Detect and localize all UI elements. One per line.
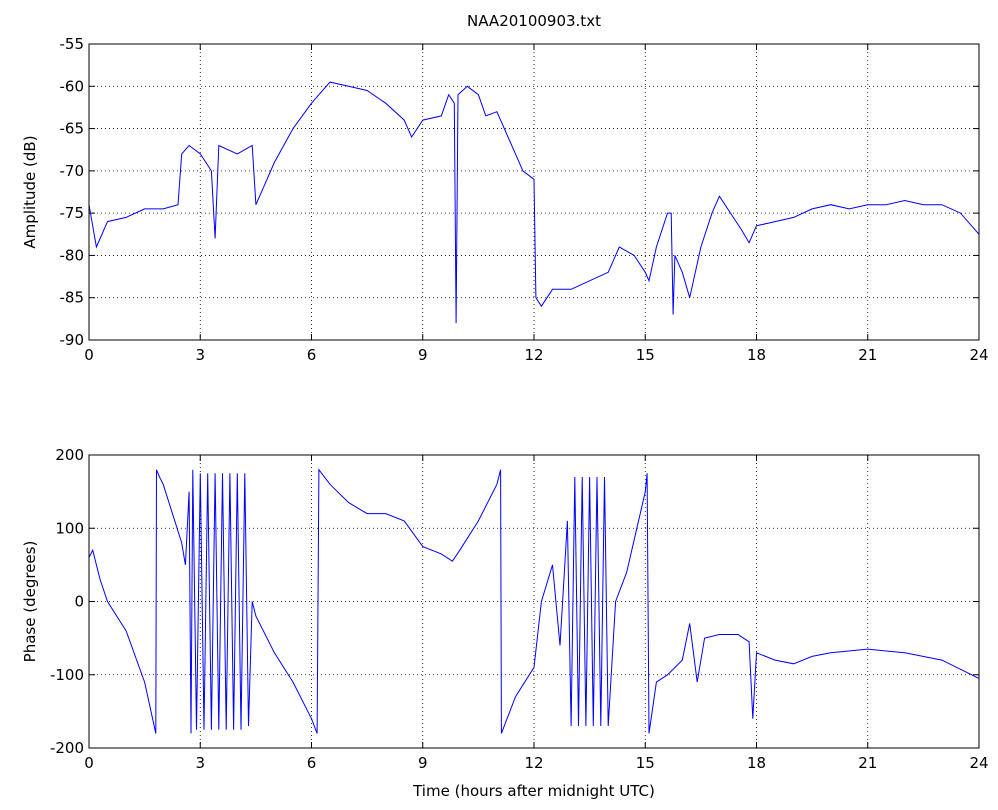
y-tick-label: -55 — [60, 35, 85, 53]
x-tick-label: 24 — [969, 754, 988, 772]
x-tick-label: 3 — [195, 754, 205, 772]
x-tick-label: 3 — [195, 346, 205, 364]
y-axis-label: Amplitude (dB) — [21, 135, 39, 248]
y-tick-label: -65 — [60, 120, 85, 138]
y-tick-label: -85 — [60, 289, 85, 307]
x-tick-label: 24 — [969, 346, 988, 364]
x-tick-label: 6 — [307, 754, 317, 772]
x-tick-label: 18 — [747, 346, 766, 364]
y-tick-label: -100 — [50, 666, 84, 684]
y-tick-label: 200 — [55, 446, 84, 464]
y-tick-label: -60 — [60, 77, 85, 95]
y-tick-label: -80 — [60, 246, 85, 264]
y-tick-label: -75 — [60, 204, 85, 222]
y-tick-label: 0 — [74, 593, 84, 611]
chart-title: NAA20100903.txt — [467, 12, 601, 30]
x-tick-label: 15 — [636, 754, 655, 772]
x-tick-label: 0 — [84, 754, 94, 772]
x-tick-label: 18 — [747, 754, 766, 772]
x-tick-label: 6 — [307, 346, 317, 364]
x-tick-label: 15 — [636, 346, 655, 364]
x-tick-label: 12 — [524, 346, 543, 364]
axes-frame — [88, 454, 980, 749]
y-tick-label: -70 — [60, 162, 85, 180]
x-tick-label: 0 — [84, 346, 94, 364]
x-axis-label: Time (hours after midnight UTC) — [412, 782, 655, 800]
axes-frame — [88, 43, 980, 341]
y-tick-label: -90 — [60, 331, 85, 349]
y-axis-label: Phase (degrees) — [21, 541, 39, 663]
y-tick-label: 100 — [55, 519, 84, 537]
x-tick-label: 21 — [858, 754, 877, 772]
data-line — [88, 468, 980, 734]
x-tick-label: 9 — [418, 754, 428, 772]
data-line — [88, 81, 980, 324]
x-tick-label: 9 — [418, 346, 428, 364]
x-tick-label: 12 — [524, 754, 543, 772]
x-tick-label: 21 — [858, 346, 877, 364]
y-tick-label: -200 — [50, 739, 84, 757]
